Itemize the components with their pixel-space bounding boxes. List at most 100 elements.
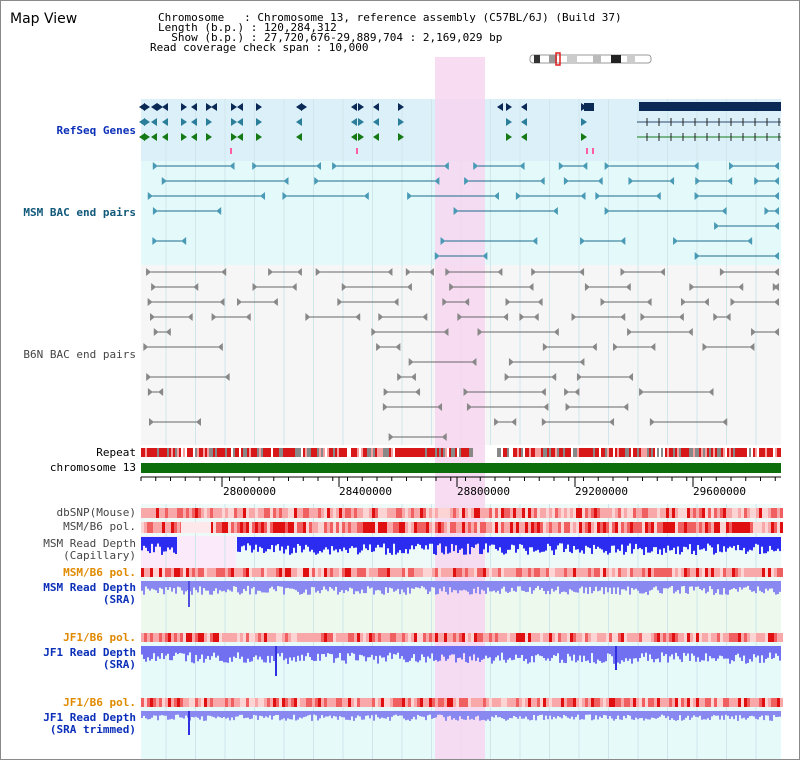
msm-depth-sra-bar <box>399 581 401 595</box>
msm-depth-sra-bar <box>593 581 595 591</box>
repeat-mark <box>327 448 329 457</box>
jf1-depth-trimmed-bar <box>495 711 497 716</box>
jf1-depth-trimmed-bar <box>449 711 451 716</box>
msm-b6-pol-sra-mark <box>432 568 435 577</box>
jf1-b6-pol-trimmed-mark <box>303 698 306 707</box>
msm-b6-pol-sra-mark <box>564 568 567 577</box>
repeat-mark <box>665 448 667 457</box>
msm-depth-capillary-bar <box>665 537 667 553</box>
jf1-depth-sra-bar <box>637 646 639 662</box>
msm-depth-sra-bar <box>317 581 319 591</box>
refseq-genes-label: RefSeq Genes <box>56 124 136 137</box>
msm-b6-pol-mark <box>342 522 345 533</box>
msm-depth-capillary-bar <box>625 537 627 552</box>
dbsnp-mark <box>558 508 561 518</box>
jf1-b6-pol-mark <box>423 633 426 642</box>
jf1-depth-sra-bar <box>375 646 377 656</box>
msm-b6-pol-sra-mark <box>660 568 663 577</box>
msm-depth-sra-bar <box>275 581 277 592</box>
jf1-depth-sra-bar <box>713 646 715 659</box>
msm-depth-sra-bar <box>255 581 257 595</box>
jf1-b6-pol-trimmed-mark <box>372 698 375 707</box>
dbsnp-mark <box>576 508 579 518</box>
jf1-depth-sra-bar <box>391 646 393 659</box>
jf1-depth-trimmed-bar <box>253 711 255 715</box>
msm-depth-sra-bar <box>307 581 309 595</box>
msm-depth-capillary-bar <box>449 537 451 553</box>
jf1-depth-sra-bar <box>325 646 327 657</box>
jf1-b6-pol-trimmed-mark <box>732 698 735 707</box>
repeat-mark <box>541 448 543 457</box>
msm-b6-pol-mark <box>696 522 699 533</box>
jf1-depth-sra-bar <box>351 646 353 653</box>
msm-b6-pol-mark <box>471 522 474 533</box>
msm-depth-capillary-bar <box>247 537 249 544</box>
msm-depth-sra-bar <box>683 581 685 586</box>
jf1-depth-trimmed-bar <box>651 711 653 718</box>
repeat-mark <box>631 448 633 457</box>
jf1-b6-pol-trimmed-mark <box>267 698 270 707</box>
msm-depth-capillary-bar <box>467 537 469 544</box>
b6n-bac-end <box>388 433 394 441</box>
msm-depth-sra-bar <box>557 581 559 587</box>
msm-b6-pol-mark <box>390 522 393 533</box>
msm-depth-sra-bar <box>555 581 557 591</box>
jf1-b6-pol-mark <box>630 633 633 642</box>
jf1-depth-trimmed-bar <box>725 711 727 715</box>
msm-b6-pol-mark <box>546 522 549 533</box>
jf1-depth-sra-bar <box>753 646 755 655</box>
msm-depth-capillary-bar <box>729 537 731 547</box>
jf1-depth-trimmed-bar <box>603 711 605 715</box>
msm-b6-pol-sra-mark <box>150 568 153 577</box>
jf1-b6-pol-mark <box>240 633 243 642</box>
repeat-mark <box>389 448 391 457</box>
jf1-b6-pol-mark <box>339 633 342 642</box>
msm-b6-pol-mark <box>531 522 534 533</box>
jf1-b6-pol-mark <box>639 633 642 642</box>
msm-b6-pol-mark <box>354 522 357 533</box>
jf1-b6-pol-mark <box>729 633 732 642</box>
dbsnp-mark <box>303 508 306 518</box>
jf1-b6-pol-trimmed-mark <box>273 698 276 707</box>
msm-b6-pol-mark <box>549 522 552 533</box>
jf1-depth-sra-bar <box>585 646 587 662</box>
jf1-b6-pol-trimmed-mark <box>777 698 780 707</box>
jf1-depth-trimmed-bar <box>265 711 267 717</box>
jf1-depth-trimmed-bar <box>705 711 707 720</box>
jf1-depth-sra-bar <box>241 646 243 657</box>
b6n-bac-end <box>291 283 297 291</box>
jf1-depth-sra-bar <box>525 646 527 659</box>
b6n-bac-end <box>387 268 393 276</box>
jf1-depth-sra-bar <box>199 646 201 660</box>
msm-bac-end <box>473 162 479 170</box>
dbsnp-mark <box>774 508 777 518</box>
jf1-depth-trimmed-bar <box>467 711 469 716</box>
msm-depth-sra-bar <box>369 581 371 589</box>
repeat-mark <box>239 448 241 457</box>
dbsnp-mark <box>486 508 489 518</box>
jf1-b6-pol-trimmed-mark <box>771 698 774 707</box>
msm-depth-sra-bar <box>729 581 731 590</box>
msm-depth-capillary-bar <box>581 537 583 551</box>
msm-b6-pol-sra-mark <box>600 568 603 577</box>
b6n-bac-end <box>211 313 217 321</box>
jf1-depth-trimmed-bar <box>455 711 457 720</box>
jf1-depth-sra-bar <box>189 646 191 653</box>
jf1-b6-pol-trimmed-mark <box>741 698 744 707</box>
jf1-depth-sra-bar <box>693 646 695 656</box>
jf1-b6-pol-trimmed-mark <box>231 698 234 707</box>
jf1-b6-pol-trimmed-mark <box>507 698 510 707</box>
axis-tick-label: 29200000 <box>575 485 628 498</box>
dbsnp-mark <box>642 508 645 518</box>
jf1-depth-sra-bar <box>557 646 559 654</box>
msm-depth-sra-bar <box>165 581 167 588</box>
jf1-depth-sra-bar <box>205 646 207 659</box>
msm-depth-capillary-bar <box>509 537 511 550</box>
msm-depth-capillary-bar <box>157 537 159 544</box>
msm-b6-pol-mark <box>372 522 375 533</box>
msm-b6-pol-mark <box>495 522 498 533</box>
msm-depth-capillary-bar <box>515 537 517 553</box>
msm-b6-pol-mark <box>306 522 309 533</box>
msm-depth-sra-bar <box>695 581 697 587</box>
